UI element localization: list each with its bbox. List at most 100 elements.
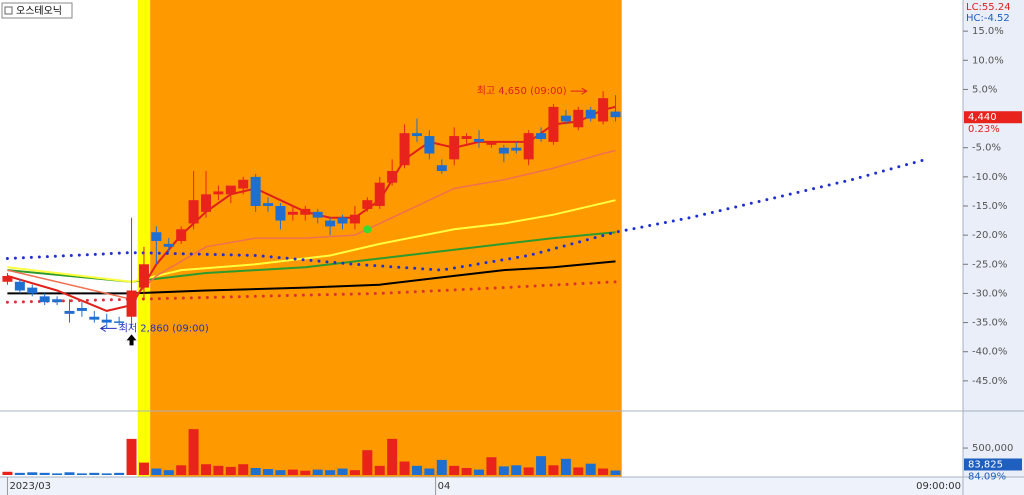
y-tick-label: -30.0%	[972, 288, 1007, 299]
volume-bar	[14, 472, 25, 475]
y-tick-label: 5.0%	[972, 84, 997, 95]
low-arrow	[126, 334, 137, 346]
volume-bar	[337, 468, 348, 475]
candle-body	[27, 287, 38, 294]
candle-body	[312, 211, 323, 218]
candle-body	[2, 275, 13, 282]
candle-body	[225, 185, 236, 195]
candle-body	[374, 182, 385, 206]
x-tick-label: 04	[438, 481, 451, 492]
candle-body	[498, 147, 509, 154]
volume-bar	[598, 468, 609, 475]
title-icon	[4, 6, 13, 15]
candle-body	[39, 296, 50, 303]
moving-average-line	[7, 149, 616, 301]
volume-bar	[126, 438, 137, 475]
volume-bar	[399, 461, 410, 475]
volume-bar	[64, 472, 75, 475]
y-tick-label: 10.0%	[972, 55, 1004, 66]
dotted-line	[5, 280, 617, 304]
candle-body	[511, 147, 522, 151]
candle-body	[188, 200, 199, 224]
candle-body	[176, 229, 187, 241]
volume-bar	[610, 470, 621, 475]
candle-body	[449, 136, 460, 160]
volume-bar	[449, 465, 460, 475]
volume-bar	[225, 466, 236, 475]
volume-bar	[560, 458, 571, 475]
volume-bar	[349, 470, 360, 475]
candle-body	[325, 220, 336, 227]
candle-body	[89, 316, 100, 320]
price-tag-label: 4,440	[968, 112, 997, 123]
signal-marker	[363, 225, 372, 234]
annotation-label: 최고 4,650 (09:00)	[477, 85, 567, 97]
volume-bar	[176, 465, 187, 475]
dotted-line	[5, 157, 928, 272]
candle-body	[213, 191, 224, 195]
candle-body	[560, 115, 571, 122]
volume-bar	[275, 470, 286, 475]
y-tick-label: -10.0%	[972, 172, 1007, 183]
candle-body	[250, 176, 261, 206]
volume-bar	[101, 473, 112, 475]
title-box[interactable]: 오스테오닉	[1, 2, 73, 19]
candle-body	[474, 138, 485, 142]
candle-body	[573, 109, 584, 128]
volume-bar	[474, 469, 485, 475]
volume-bar	[76, 473, 87, 475]
y-tick-label: 15.0%	[972, 26, 1004, 37]
candle-body	[610, 111, 621, 118]
candle-body	[461, 136, 472, 139]
volume-bar	[511, 465, 522, 475]
volume-bar	[27, 472, 38, 475]
y-tick-label: -15.0%	[972, 201, 1007, 212]
volume-bar	[250, 467, 261, 475]
candle-body	[598, 98, 609, 122]
volume-tick-label: 500,000	[972, 443, 1013, 454]
volume-bar	[263, 469, 274, 475]
moving-average-line	[7, 231, 616, 283]
volume-bar	[523, 467, 534, 475]
lc-label: LC:55.24	[966, 2, 1011, 13]
volume-bar	[536, 456, 547, 475]
candle-body	[287, 211, 298, 215]
candle-body	[300, 208, 311, 215]
candle-body	[151, 232, 162, 241]
candle-body	[436, 165, 447, 172]
candle-body	[337, 217, 348, 224]
candle-body	[387, 171, 398, 183]
time-label: 09:00:00	[916, 481, 961, 492]
annotation-arrow	[99, 324, 117, 332]
candle-body	[548, 106, 559, 142]
volume-tag-label: 83,825	[968, 459, 1003, 470]
volume-bar	[213, 465, 224, 475]
annotation-arrow	[570, 87, 588, 95]
volume-bar	[498, 466, 509, 475]
volume-bar	[374, 465, 385, 475]
volume-bar	[362, 450, 373, 475]
volume-bar	[486, 457, 497, 475]
candle-body	[114, 321, 125, 323]
volume-bar	[89, 472, 100, 475]
x-axis-area	[0, 477, 1024, 495]
candle-body	[201, 194, 212, 212]
candle-body	[362, 200, 373, 209]
price-change-label: 0.23%	[968, 124, 1000, 135]
candle-body	[536, 133, 547, 139]
plot: 최고 4,650 (09:00) 최저 2,860 (09:00)	[2, 85, 928, 346]
candle-body	[585, 109, 596, 119]
y-tick-label: -35.0%	[972, 318, 1007, 329]
candle-body	[138, 264, 149, 288]
volume-bar	[287, 469, 298, 475]
volume-bar	[325, 470, 336, 475]
hc-label: HC:-4.52	[966, 13, 1010, 24]
candle-body	[275, 206, 286, 221]
volume-bar	[548, 465, 559, 475]
candle-body	[523, 133, 534, 160]
volume-ratio-label: 84.09%	[968, 471, 1006, 482]
candle-body	[101, 319, 112, 323]
volume-bar	[138, 462, 149, 475]
candle-body	[349, 214, 360, 224]
